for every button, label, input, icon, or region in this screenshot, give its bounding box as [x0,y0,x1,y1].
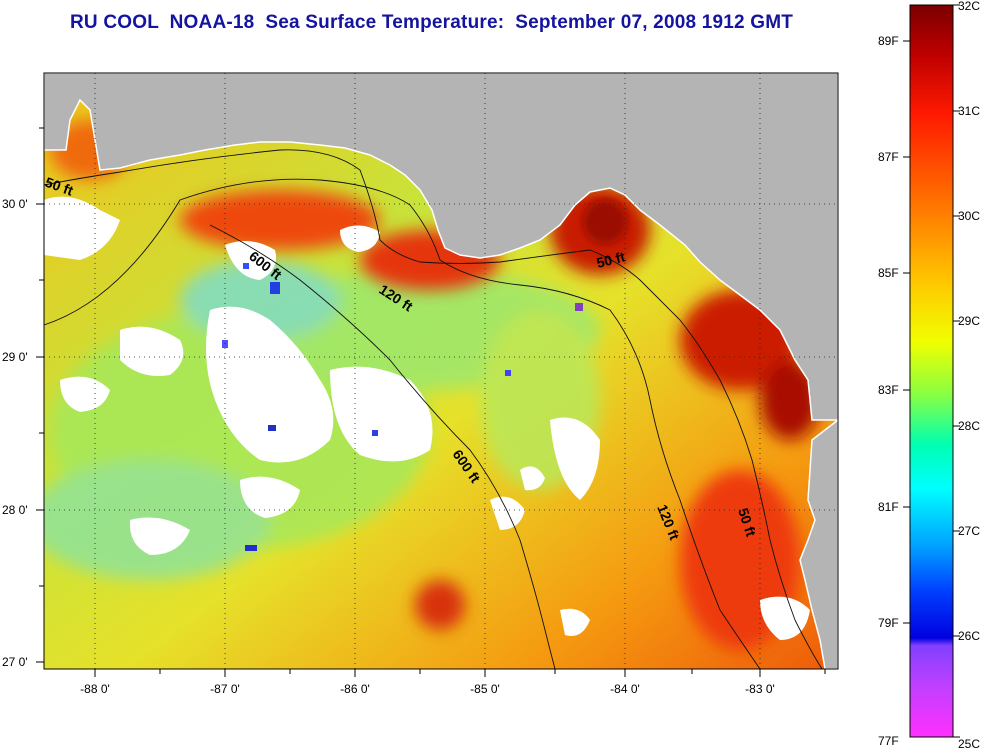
lat-axis: 30 0' 29 0' 28 0' 27 0' [2,197,28,669]
lon-tick-label: -83 0' [745,682,775,696]
map-title: RU COOL NOAA-18 Sea Surface Temperature:… [70,12,794,33]
land-mass [44,73,838,421]
lon-tick-label: -86 0' [340,682,370,696]
celsius-label: 29C [958,314,980,328]
fahrenheit-label: 81F [878,500,899,514]
cloud-mask [44,196,810,640]
celsius-label: 26C [958,629,980,643]
colorbar-ticks [903,4,960,738]
celsius-label: 28C [958,419,980,433]
celsius-label: 27C [958,524,980,538]
lat-tick-label: 30 0' [2,197,28,211]
fahrenheit-label: 89F [878,34,899,48]
lon-tick-label: -88 0' [80,682,110,696]
contour-50ft [43,149,823,670]
celsius-label: 32C [958,0,980,13]
colorbar-celsius-labels: 32C 31C 30C 29C 28C 27C 26C 25C [958,0,980,751]
lon-tick-label: -87 0' [210,682,240,696]
land-peninsula [799,419,838,669]
plot-frame [43,72,839,670]
lon-axis: -88 0' -87 0' -86 0' -85 0' -84 0' -83 0… [80,682,775,696]
fahrenheit-label: 83F [878,383,899,397]
hot-spot [583,200,627,244]
lon-tick-label: -85 0' [470,682,500,696]
fahrenheit-label: 85F [878,266,899,280]
bathymetry-contours [43,149,823,670]
celsius-label: 25C [958,737,980,751]
lat-tick-label: 29 0' [2,350,28,364]
lat-tick-label: 28 0' [2,503,28,517]
axis-ticks [36,127,826,677]
sst-plot-area [44,73,838,669]
fahrenheit-label: 77F [878,734,899,748]
fahrenheit-label: 87F [878,150,899,164]
contour-120ft [43,178,761,670]
celsius-label: 31C [958,104,980,118]
contour-600ft [209,224,556,670]
lon-tick-label: -84 0' [610,682,640,696]
lat-tick-label: 27 0' [2,655,28,669]
colorbar-fahrenheit-labels: 89F 87F 85F 83F 81F 79F 77F [878,34,899,748]
celsius-label: 30C [958,209,980,223]
fahrenheit-label: 79F [878,616,899,630]
contour-label: 50 ft [595,248,627,271]
colorbar [909,4,954,738]
